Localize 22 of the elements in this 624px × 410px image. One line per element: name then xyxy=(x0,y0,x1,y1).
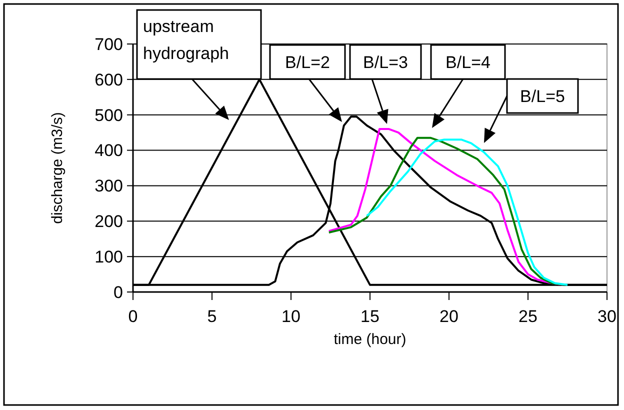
x-axis-title: time (hour) xyxy=(334,331,406,348)
annotation: upstream hydrograph xyxy=(143,17,230,63)
annotation: B/L=4 xyxy=(446,53,490,72)
y-tick-label: 200 xyxy=(94,212,123,232)
y-tick-label: 500 xyxy=(94,106,123,125)
y-tick-label: 300 xyxy=(94,176,123,196)
y-tick-label: 600 xyxy=(94,70,123,90)
y-tick-label: 400 xyxy=(94,141,123,160)
x-tick-label: 15 xyxy=(360,307,380,326)
x-tick-label: 10 xyxy=(282,307,300,326)
y-tick-label: 700 xyxy=(94,34,123,54)
annotation: B/L=2 xyxy=(285,53,330,72)
y-tick-label: 0 xyxy=(114,282,123,302)
annotation: B/L=3 xyxy=(363,53,408,72)
y-tick-label: 100 xyxy=(94,248,123,267)
x-tick-label: 5 xyxy=(207,307,217,326)
x-tick-label: 30 xyxy=(598,307,616,326)
y-axis-title: discharge (m3/s) xyxy=(49,112,66,224)
x-tick-label: 20 xyxy=(440,307,458,326)
x-tick-label: 0 xyxy=(128,307,138,326)
x-tick-label: 25 xyxy=(518,307,538,326)
annotation: B/L=5 xyxy=(520,87,565,106)
